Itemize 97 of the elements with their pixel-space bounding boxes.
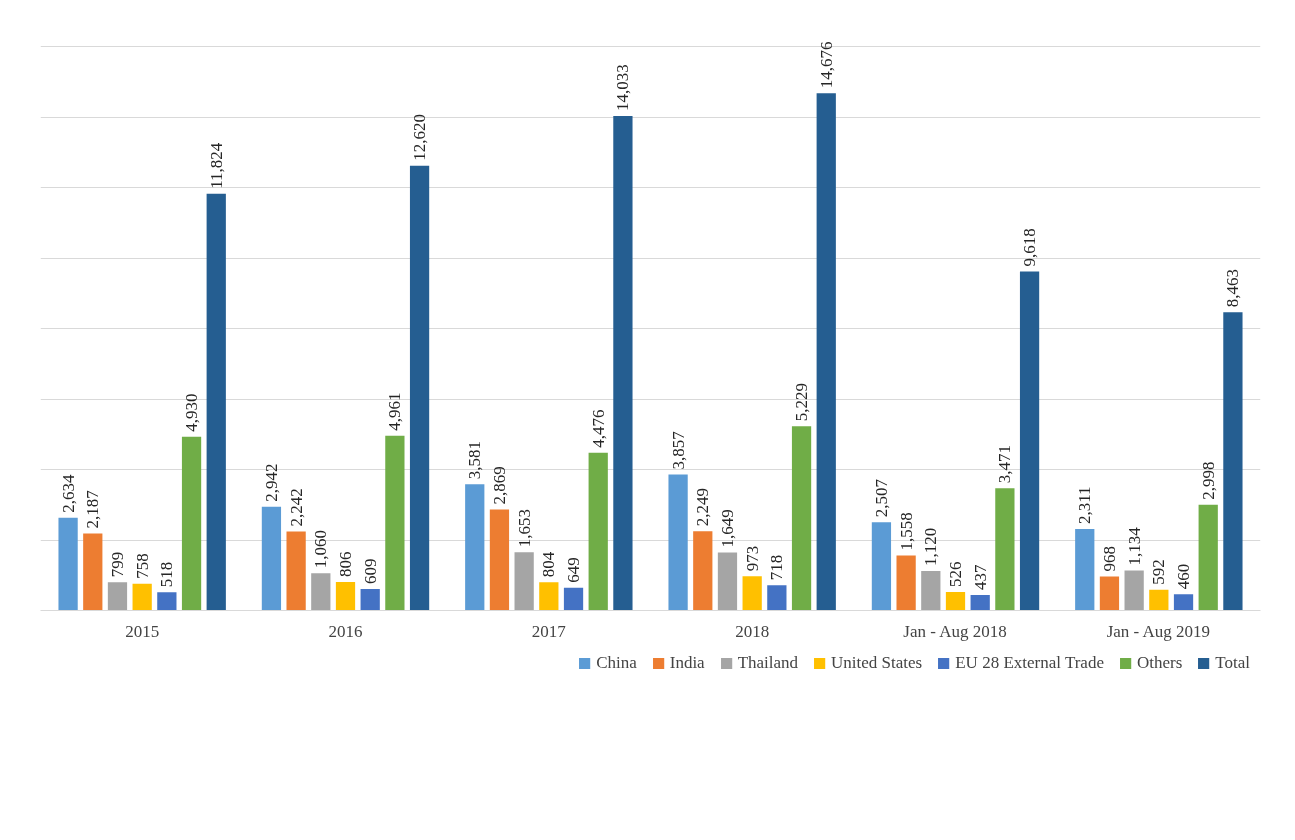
data-label: 14,676 <box>816 41 836 89</box>
data-label: 9,618 <box>1020 228 1040 267</box>
x-tick-label: 2015 <box>125 621 160 641</box>
data-label: 3,471 <box>995 444 1015 484</box>
bar <box>970 595 990 611</box>
data-label: 968 <box>1099 545 1119 572</box>
bar <box>1173 594 1194 611</box>
bar <box>539 582 559 611</box>
bar <box>1099 576 1120 611</box>
data-label: 2,869 <box>489 466 509 505</box>
data-label: 1,649 <box>717 509 737 548</box>
bar <box>489 509 510 611</box>
bar <box>335 582 356 611</box>
x-tick-label: 2016 <box>328 621 363 641</box>
bar <box>816 93 836 611</box>
bar <box>83 533 103 611</box>
bar <box>107 582 128 611</box>
data-label: 11,824 <box>206 142 226 189</box>
bar <box>613 115 633 611</box>
data-label: 14,033 <box>613 64 633 111</box>
bar <box>921 571 941 611</box>
bar <box>286 531 306 611</box>
bar <box>465 484 485 611</box>
legend-label: China <box>596 653 637 673</box>
data-label: 4,476 <box>588 409 608 448</box>
data-label: 592 <box>1149 559 1169 585</box>
data-label: 460 <box>1174 563 1194 590</box>
legend-label: Thailand <box>737 653 799 673</box>
bar <box>311 573 331 611</box>
data-label: 1,060 <box>311 529 331 569</box>
bar <box>945 591 966 611</box>
bar <box>409 165 430 611</box>
bar <box>514 552 534 611</box>
x-tick-label: 2018 <box>735 621 770 641</box>
legend-label: Others <box>1136 653 1183 673</box>
data-label: 2,187 <box>83 489 103 529</box>
data-label: 2,942 <box>261 463 281 502</box>
data-label: 526 <box>946 561 965 587</box>
bar <box>58 517 78 611</box>
bar <box>181 436 202 611</box>
data-label: 1,558 <box>896 512 916 551</box>
bar <box>767 585 787 611</box>
data-label: 973 <box>742 545 762 572</box>
data-label: 2,507 <box>871 478 891 518</box>
data-label: 2,242 <box>286 488 306 527</box>
bar <box>206 193 226 611</box>
data-label: 718 <box>767 554 787 581</box>
data-label: 3,857 <box>668 430 688 470</box>
bar <box>668 474 688 611</box>
bar <box>871 522 892 611</box>
bar <box>157 592 177 611</box>
data-label: 799 <box>107 551 127 578</box>
data-label: 1,120 <box>921 527 941 567</box>
bar <box>385 435 405 611</box>
bar <box>742 576 762 611</box>
legend-label: India <box>669 653 705 673</box>
legend-label: United States <box>831 653 923 673</box>
bar <box>132 583 152 611</box>
bar <box>1075 529 1095 611</box>
data-label: 2,634 <box>58 473 78 513</box>
data-label: 804 <box>539 551 559 578</box>
bar <box>360 589 380 611</box>
bar <box>1124 570 1144 611</box>
data-label: 609 <box>360 558 380 585</box>
data-label: 758 <box>132 553 152 579</box>
data-label: 2,249 <box>693 487 713 527</box>
data-label: 437 <box>970 564 990 591</box>
data-label: 12,620 <box>410 113 430 161</box>
bar <box>1198 504 1218 611</box>
bar <box>1223 312 1243 611</box>
bar <box>588 452 608 611</box>
data-label: 649 <box>564 557 584 583</box>
data-label: 518 <box>157 561 177 588</box>
bar <box>1019 271 1040 611</box>
legend-label: EU 28 External Trade <box>955 653 1104 673</box>
data-label: 1,134 <box>1124 526 1144 566</box>
data-label: 2,311 <box>1075 486 1095 525</box>
bar <box>1149 589 1169 611</box>
bar <box>261 506 282 611</box>
data-label: 4,961 <box>385 392 405 431</box>
bar <box>717 552 738 611</box>
bar <box>693 531 713 611</box>
x-tick-label: Jan - Aug 2018 <box>903 621 1007 641</box>
x-tick-label: Jan - Aug 2019 <box>1106 621 1211 641</box>
legend-label: Total <box>1215 653 1250 673</box>
bar <box>563 587 584 611</box>
data-label: 5,229 <box>792 382 812 422</box>
bar <box>791 426 812 611</box>
data-label: 806 <box>336 551 355 578</box>
data-label: 4,930 <box>182 393 202 432</box>
data-label: 8,463 <box>1223 268 1243 308</box>
data-label: 2,998 <box>1198 461 1218 500</box>
data-label: 3,581 <box>465 441 485 480</box>
bar <box>896 555 916 611</box>
x-tick-label: 2017 <box>531 621 567 641</box>
data-label: 1,653 <box>514 508 534 548</box>
bar <box>995 488 1015 611</box>
